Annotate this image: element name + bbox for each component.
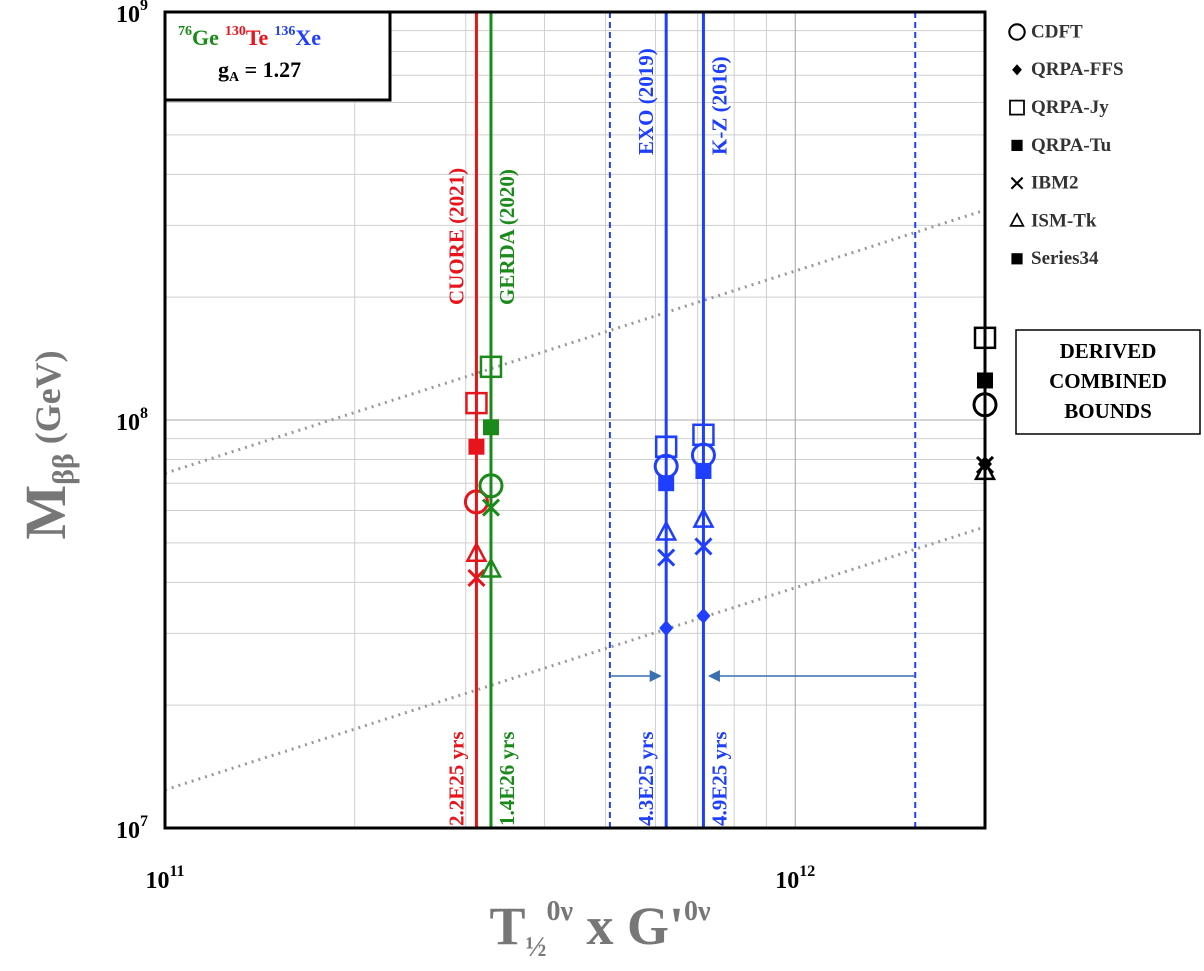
legend-label: QRPA-Jy — [1031, 97, 1109, 118]
point — [692, 423, 715, 447]
tick-base: 10 — [145, 868, 169, 894]
y-tick-label: 109 — [116, 0, 148, 28]
bounds-label: BOUNDS — [1064, 399, 1152, 423]
isotope-symbol: Xe — [295, 25, 321, 50]
legend-label: ISM-Tk — [1031, 210, 1097, 231]
legend-label: Series34 — [1031, 248, 1099, 269]
plot-frame — [163, 10, 987, 830]
point — [478, 473, 504, 499]
point — [657, 548, 676, 567]
point — [479, 556, 503, 578]
isotopes: 76Ge 130Te 136Xe — [178, 24, 321, 50]
annotation-box — [163, 10, 392, 102]
x-title-sub: ½ — [525, 932, 546, 963]
isotope-mass: 136 — [274, 24, 295, 39]
limit-label: EXO (2019) — [634, 48, 658, 155]
point — [465, 541, 488, 563]
legend-label: IBM2 — [1031, 173, 1079, 194]
point — [654, 435, 678, 458]
coupling-value: = 1.27 — [239, 57, 301, 82]
isotope-mass: 76 — [178, 24, 192, 39]
half-life-label: 4.9E25 yrs — [707, 732, 731, 827]
x-axis-title: T½0ν x G'0ν — [489, 896, 711, 963]
tick-exponent: 12 — [799, 863, 815, 880]
limit-label: GERDA (2020) — [495, 169, 519, 305]
point — [695, 462, 712, 479]
point — [468, 438, 485, 455]
tick-exponent: 8 — [140, 405, 148, 422]
y-axis-title: Mββ (GeV) — [13, 350, 80, 539]
coupling: gA = 1.27 — [218, 57, 301, 85]
x-title-mid: x G' — [573, 896, 684, 956]
half-life-label: 1.4E26 yrs — [495, 732, 519, 827]
y-tick-label: 108 — [116, 405, 148, 436]
legend-label: QRPA-FFS — [1031, 59, 1124, 80]
tick-base: 10 — [775, 868, 799, 894]
x-tick-label: 1012 — [775, 863, 815, 894]
tick-exponent: 7 — [140, 813, 148, 830]
point — [481, 498, 501, 517]
legend-marker — [1009, 212, 1025, 227]
point — [692, 506, 715, 528]
bounds-box — [1015, 329, 1201, 435]
point — [977, 372, 993, 389]
tick-exponent: 11 — [169, 863, 184, 880]
point — [479, 355, 503, 379]
tick-base: 10 — [116, 818, 140, 844]
point — [655, 519, 678, 541]
y-title-main: M — [13, 485, 78, 540]
isotope-symbol: Ge — [192, 25, 219, 50]
isotope-mass: 130 — [225, 24, 246, 39]
legend-marker — [1009, 99, 1025, 116]
legend-label: CDFT — [1031, 21, 1083, 42]
point — [696, 607, 711, 624]
legend-label: QRPA-Tu — [1031, 135, 1112, 156]
legend-marker — [1012, 64, 1022, 76]
legend-marker — [1010, 176, 1024, 190]
legend-marker — [1011, 139, 1023, 151]
guide-line — [164, 208, 986, 475]
point — [972, 392, 998, 418]
point — [465, 391, 488, 415]
x-title-sup2: 0ν — [684, 896, 711, 927]
point — [658, 475, 675, 492]
bounds-label: DERIVED — [1060, 339, 1157, 363]
point — [694, 537, 713, 556]
legend-marker — [1011, 253, 1023, 265]
tick-base: 10 — [116, 2, 140, 28]
point — [659, 620, 674, 637]
half-life-label: 2.2E25 yrs — [444, 732, 468, 827]
point — [467, 568, 486, 588]
point — [973, 459, 997, 481]
isotope-symbol: Te — [246, 25, 269, 50]
point — [482, 419, 499, 436]
legend-marker — [1008, 23, 1026, 41]
limit-label: K-Z (2016) — [707, 56, 731, 155]
tick-exponent: 9 — [140, 0, 148, 14]
x-tick-label: 1011 — [145, 863, 184, 894]
bounds-label: COMBINED — [1049, 369, 1167, 393]
x-title-main: T — [489, 896, 525, 956]
y-tick-label: 107 — [116, 813, 148, 844]
tick-base: 10 — [116, 410, 140, 436]
point — [973, 326, 997, 350]
x-title-sup: 0ν — [546, 896, 573, 927]
half-life-label: 4.3E25 yrs — [634, 732, 658, 827]
coupling-sub: A — [229, 70, 240, 85]
y-title-sub: ββ — [47, 453, 80, 485]
y-title-unit: (GeV) — [28, 350, 68, 453]
coupling-symbol: g — [218, 57, 229, 82]
point — [463, 489, 489, 515]
guide-line — [164, 525, 986, 792]
limit-label: CUORE (2021) — [444, 168, 468, 305]
